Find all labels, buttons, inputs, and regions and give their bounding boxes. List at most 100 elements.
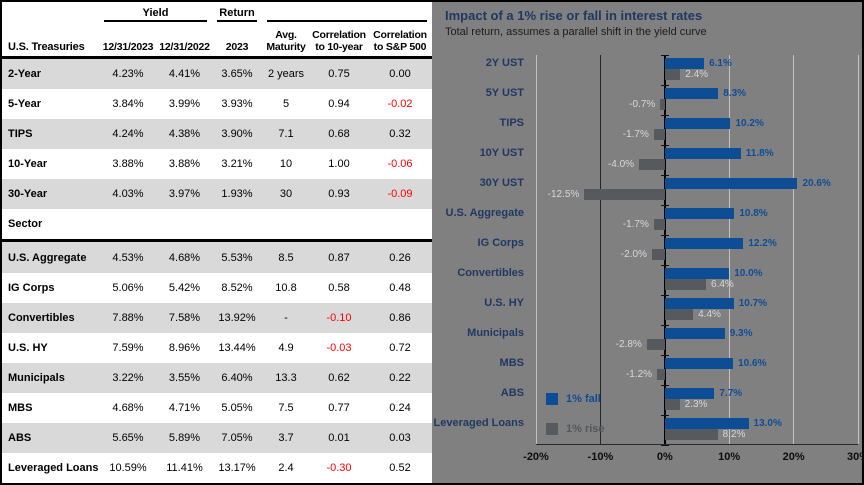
cell: 3.88% <box>168 158 201 171</box>
group-header-return: Return <box>217 2 257 22</box>
bar-value-label: 8.3% <box>723 88 747 99</box>
cell: 4.68% <box>168 251 201 264</box>
category-tick <box>660 114 669 116</box>
cell: 0.48 <box>389 281 411 294</box>
category-label: U.S. HY <box>484 297 524 309</box>
row-label: U.S. Aggregate <box>8 251 87 264</box>
bar-1pct-rise <box>646 339 665 350</box>
cell: 5 <box>282 98 290 111</box>
bar-1pct-fall <box>664 88 719 99</box>
cell: 0.68 <box>328 128 350 141</box>
rates-impact-chart: Impact of a 1% rise or fall in interest … <box>432 2 862 483</box>
cell: -0.30 <box>326 462 352 475</box>
category-tick <box>660 264 669 266</box>
category-label: 2Y UST <box>485 57 524 69</box>
gridline <box>599 55 601 444</box>
bar-1pct-fall <box>664 238 744 249</box>
bar-1pct-rise <box>664 309 694 320</box>
table-group-header-row: Yield Return <box>2 2 432 22</box>
axis-tick-label: -10% <box>587 451 614 463</box>
cell: 7.1 <box>278 128 294 141</box>
cell: 0.62 <box>328 371 350 384</box>
cell: 4.71% <box>168 401 201 414</box>
bar-value-label: -2.8% <box>615 339 642 350</box>
bar-1pct-rise <box>664 399 680 410</box>
cell: 5.89% <box>168 431 201 444</box>
row-label: Convertibles <box>8 311 75 324</box>
legend-swatch <box>546 423 558 435</box>
bar-value-label: 10.7% <box>738 298 768 309</box>
column-header: 2023 <box>225 40 249 53</box>
bar-value-label: 4.4% <box>698 309 721 320</box>
bar-1pct-rise <box>660 99 665 110</box>
bar-value-label: 10.0% <box>734 268 763 279</box>
table-column-header-row: U.S. Treasuries 12/31/2023 12/31/2022 2023 A… <box>2 22 432 56</box>
category-tick <box>660 294 669 296</box>
axis-tick-label: 10% <box>718 451 741 463</box>
row-label: U.S. HY <box>8 341 48 354</box>
category-tick <box>660 234 669 236</box>
bar-1pct-fall <box>664 268 730 279</box>
bar-value-label: 2.3% <box>684 399 708 410</box>
cell: 1.00 <box>328 158 350 171</box>
bar-value-label: -2.0% <box>620 249 647 260</box>
category-label: Convertibles <box>457 267 524 279</box>
table-row: 30-Year 4.03% 3.97% 1.93% 30 0.93 -0.09 <box>2 179 432 210</box>
cell: 5.06% <box>112 281 144 294</box>
value-axis: -20% -10% 0% 10% 20% 30% <box>523 451 862 467</box>
bar-1pct-rise <box>664 69 681 80</box>
category-label: TIPS <box>499 117 524 129</box>
cell: 3.90% <box>221 128 253 141</box>
bar-1pct-rise <box>584 189 665 200</box>
bar-1pct-fall <box>664 328 725 339</box>
cell: 8.96% <box>168 341 201 354</box>
bar-value-label: 10.2% <box>735 118 764 129</box>
section-divider <box>2 239 432 243</box>
category-tick <box>660 204 669 206</box>
legend-item-1pct-rise: 1% rise <box>546 423 605 435</box>
bar-1pct-fall <box>664 298 734 309</box>
bar-1pct-fall <box>664 418 749 429</box>
cell: 5.42% <box>168 281 201 294</box>
cell: 1.93% <box>221 188 253 201</box>
category-tick <box>660 414 669 416</box>
column-header: 12/31/2022 <box>159 40 210 53</box>
cell: 13.3 <box>275 371 297 384</box>
cell: - <box>284 311 288 324</box>
cell: 0.03 <box>389 431 411 444</box>
row-label: Leveraged Loans <box>8 462 99 475</box>
cell: 10.59% <box>109 462 147 475</box>
cell: 4.53% <box>112 251 144 264</box>
bar-1pct-rise <box>657 369 665 380</box>
gridline <box>793 55 795 444</box>
bar-value-label: -0.7% <box>629 99 656 110</box>
column-header: U.S. Treasuries <box>8 40 85 53</box>
category-label: 30Y UST <box>479 177 524 189</box>
bar-value-label: 12.2% <box>748 238 777 249</box>
cell: 10 <box>279 158 293 171</box>
bar-value-label: 13.0% <box>753 418 782 429</box>
column-header: Correlation to S&P 500 <box>373 29 427 53</box>
cell: 4.38% <box>168 128 201 141</box>
bar-value-label: -1.7% <box>622 219 649 230</box>
bar-1pct-rise <box>639 159 665 170</box>
cell: 7.59% <box>112 341 144 354</box>
table-row: Municipals 3.22% 3.55% 6.40% 13.3 0.62 0.22 <box>2 362 432 393</box>
bar-1pct-fall <box>664 118 731 129</box>
cell: 10.8 <box>275 281 297 294</box>
category-tick <box>660 144 669 146</box>
row-label: IG Corps <box>8 281 55 294</box>
bar-value-label: 2.4% <box>685 69 709 80</box>
row-label: ABS <box>8 431 32 444</box>
bar-value-label: 10.6% <box>738 358 767 369</box>
category-tick <box>660 84 669 86</box>
gridline <box>857 55 859 444</box>
cell: 3.84% <box>112 98 144 111</box>
table-row: U.S. Aggregate 4.53% 4.68% 5.53% 8.5 0.87 0.26 <box>2 242 432 273</box>
category-label: Municipals <box>467 327 524 339</box>
cell: 3.97% <box>168 188 201 201</box>
category-tick <box>660 384 669 386</box>
cell: 3.7 <box>278 431 294 444</box>
bar-value-label: 6.4% <box>711 279 734 290</box>
category-tick <box>660 55 669 56</box>
